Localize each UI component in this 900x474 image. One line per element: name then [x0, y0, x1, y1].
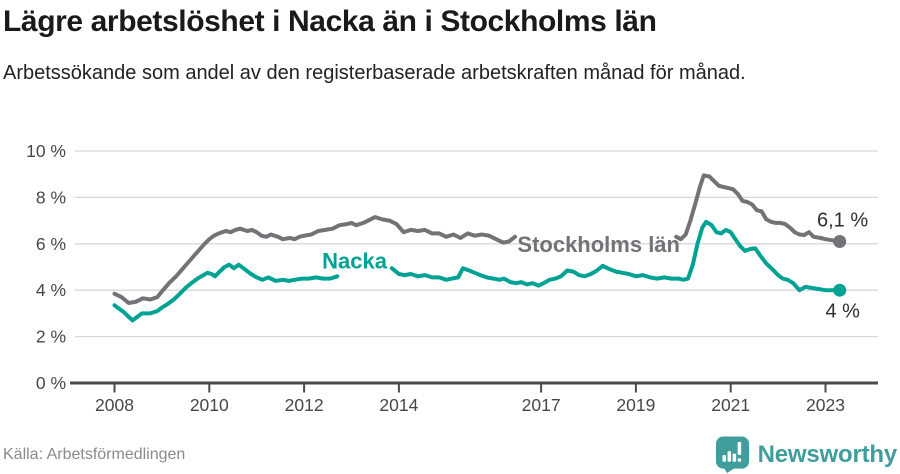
y-tick-label: 0 %	[36, 373, 66, 393]
newsworthy-logo: Newsworthy	[715, 436, 897, 473]
chart-subtitle: Arbetssökande som andel av den registerb…	[3, 62, 746, 84]
y-tick-label: 6 %	[36, 234, 66, 254]
x-tick-label: 2023	[806, 395, 845, 415]
x-tick-label: 2017	[522, 395, 561, 415]
series-line-stockholms-lan	[112, 215, 517, 305]
x-tick-label: 2014	[379, 395, 418, 415]
x-tick-label: 2019	[616, 395, 655, 415]
series-end-dot-nacka	[833, 283, 847, 297]
series-label-stockholms-lan: Stockholms län	[517, 232, 680, 257]
logo-wordmark: Newsworthy	[757, 440, 898, 468]
series-end-dot-stockholms-lan	[833, 235, 847, 248]
bar-chart-badge-icon	[715, 436, 749, 473]
series-line-nacka	[112, 262, 340, 323]
x-tick-label: 2008	[95, 395, 134, 415]
series-label-nacka: Nacka	[322, 249, 388, 274]
y-tick-label: 10 %	[26, 141, 66, 161]
x-tick-label: 2012	[285, 395, 324, 415]
series-line-stockholms-lan	[674, 173, 842, 244]
end-value-label-stockholms-lan: 6,1 %	[817, 209, 868, 231]
x-tick-label: 2021	[711, 395, 750, 415]
y-tick-label: 8 %	[36, 187, 66, 207]
x-tick-label: 2010	[190, 395, 229, 415]
end-value-label-nacka: 4 %	[826, 301, 861, 323]
y-tick-label: 2 %	[36, 327, 66, 347]
page-title: Lägre arbetslöshet i Nacka än i Stockhol…	[3, 5, 657, 38]
y-tick-label: 4 %	[36, 280, 66, 300]
source-note: Källa: Arbetsförmedlingen	[3, 446, 186, 463]
series-line-nacka	[389, 219, 842, 293]
